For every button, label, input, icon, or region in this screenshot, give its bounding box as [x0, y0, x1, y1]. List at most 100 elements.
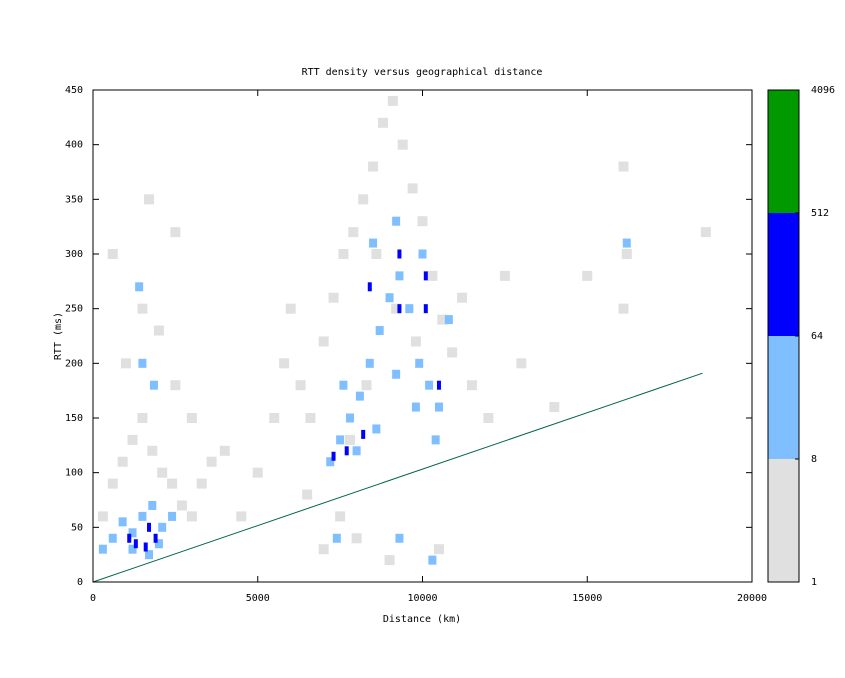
density-cell [499, 270, 510, 281]
density-cell [318, 336, 329, 347]
y-tick-label: 0 [77, 577, 83, 588]
density-cell [153, 533, 158, 543]
density-cell [385, 293, 394, 303]
density-cell [148, 500, 157, 510]
colorbar-tick-label: 512 [811, 208, 829, 219]
density-cell [618, 161, 629, 172]
density-cell [700, 227, 711, 238]
y-tick-label: 350 [65, 194, 83, 205]
y-tick-label: 50 [71, 522, 83, 533]
density-cell [117, 456, 128, 467]
y-tick-label: 450 [65, 85, 83, 96]
density-cell [339, 380, 348, 390]
density-cell [332, 533, 341, 543]
density-cell [418, 249, 427, 259]
density-cell [138, 511, 147, 521]
density-cell [107, 478, 118, 489]
density-cell [358, 194, 369, 205]
density-cell [279, 358, 290, 369]
colorbar-tick-label: 1 [811, 577, 817, 588]
density-cell [133, 539, 138, 549]
density-cell [128, 528, 137, 538]
density-cell [377, 117, 388, 128]
density-cell [407, 183, 418, 194]
y-tick-label: 300 [65, 249, 83, 260]
density-cell [516, 358, 527, 369]
plot-frame [92, 89, 753, 583]
density-cell [135, 282, 144, 292]
density-cell [345, 434, 356, 445]
density-cell [371, 249, 382, 259]
x-tick-label: 0 [90, 593, 96, 604]
density-cell [144, 194, 155, 205]
density-cell [167, 478, 178, 489]
density-cell [108, 533, 117, 543]
density-cell [295, 380, 306, 391]
density-cell [355, 391, 364, 401]
density-cell [361, 380, 372, 391]
density-cell [137, 413, 148, 423]
density-cell [375, 326, 384, 336]
density-cell [145, 550, 154, 560]
density-cell [410, 336, 421, 347]
density-cell [483, 413, 494, 423]
colorbar-tick-label: 8 [811, 454, 817, 465]
density-cell [138, 358, 147, 368]
density-cell [423, 304, 428, 314]
colorbar-segment [768, 336, 799, 459]
density-cell [137, 303, 148, 314]
density-cell [154, 539, 163, 549]
density-cell [97, 511, 108, 522]
density-cell [352, 446, 361, 456]
y-tick-label: 200 [65, 358, 83, 369]
density-cell [372, 424, 381, 434]
density-cell [365, 358, 374, 368]
density-cell [618, 303, 629, 314]
density-cell [219, 445, 230, 456]
density-cell [351, 533, 362, 544]
density-cell [415, 358, 424, 368]
colorbar-tick-label: 64 [811, 331, 823, 342]
colorbar-segment [768, 213, 799, 336]
density-cell [302, 489, 313, 500]
density-cell [285, 303, 296, 314]
density-cell [318, 544, 329, 555]
density-cell [328, 292, 339, 303]
density-cell [436, 380, 441, 390]
density-cell [170, 380, 181, 391]
x-tick-label: 20000 [737, 593, 767, 604]
density-cell [427, 270, 438, 281]
density-cell [120, 358, 131, 369]
density-cell [344, 446, 349, 456]
density-cell [186, 511, 197, 522]
y-tick-label: 100 [65, 468, 83, 479]
density-cell [431, 435, 440, 445]
density-cell [582, 270, 593, 281]
density-cell [107, 249, 118, 259]
x-tick-label: 10000 [407, 593, 437, 604]
density-cell [391, 303, 402, 314]
density-cell [143, 542, 148, 552]
density-cell [361, 429, 366, 439]
colorbar-segment [768, 459, 799, 582]
density-cell [397, 304, 402, 314]
density-cell [252, 467, 263, 478]
density-cell [158, 522, 167, 532]
density-cell [425, 380, 434, 390]
density-cell [236, 511, 247, 522]
density-cell [433, 544, 444, 555]
y-tick-label: 150 [65, 413, 83, 424]
density-cell [369, 238, 378, 248]
chart-title: RTT density versus geographical distance [302, 67, 543, 78]
density-cell [549, 402, 560, 413]
density-cell [338, 249, 349, 259]
density-cell [417, 216, 428, 227]
density-cell [447, 347, 458, 358]
density-cell [411, 402, 420, 412]
density-cell [305, 413, 316, 423]
density-cell [423, 271, 428, 281]
density-cell [392, 369, 401, 379]
density-cell [98, 544, 107, 554]
density-cell [336, 435, 345, 445]
